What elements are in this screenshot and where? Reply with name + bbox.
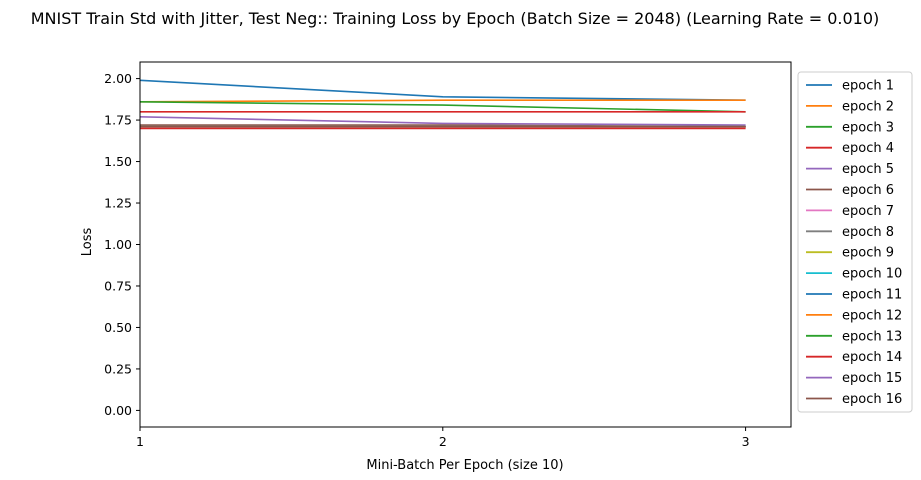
legend-label: epoch 8 xyxy=(842,225,894,240)
legend-label: epoch 1 xyxy=(842,79,894,94)
y-tick-label: 0.50 xyxy=(104,320,132,335)
x-tick-label: 2 xyxy=(439,434,447,449)
series-line-5 xyxy=(139,116,746,126)
y-tick-label: 0.00 xyxy=(104,403,132,418)
legend-label: epoch 7 xyxy=(842,204,894,219)
legend-label: epoch 15 xyxy=(842,371,902,386)
y-tick-label: 1.00 xyxy=(104,237,132,252)
legend-label: epoch 14 xyxy=(842,350,902,365)
x-tick-label: 1 xyxy=(136,434,144,449)
legend-label: epoch 9 xyxy=(842,246,894,261)
series-line-2 xyxy=(139,99,746,103)
legend-label: epoch 12 xyxy=(842,308,902,323)
legend-label: epoch 11 xyxy=(842,288,902,303)
legend-label: epoch 4 xyxy=(842,141,894,156)
y-tick-label: 0.25 xyxy=(104,361,132,376)
series-line-3 xyxy=(139,101,746,113)
legend-label: epoch 5 xyxy=(842,162,894,177)
legend-label: epoch 13 xyxy=(842,329,902,344)
series-line-1 xyxy=(139,79,746,101)
legend-label: epoch 2 xyxy=(842,99,894,114)
legend-box xyxy=(797,71,913,413)
y-tick-label: 0.75 xyxy=(104,278,132,293)
legend: epoch 1 epoch 2 epoch 3 epoch 4 epoch 5 epoch… xyxy=(797,71,913,413)
y-tick-label: 1.75 xyxy=(104,113,132,128)
x-axis-label: Mini-Batch Per Epoch (size 10) xyxy=(366,458,563,473)
y-tick-label: 2.00 xyxy=(104,71,132,86)
x-tick-label: 3 xyxy=(742,434,750,449)
y-tick-label: 1.50 xyxy=(104,154,132,169)
legend-label: epoch 16 xyxy=(842,392,902,407)
axes-frame xyxy=(139,61,792,428)
legend-label: epoch 3 xyxy=(842,120,894,135)
legend-label: epoch 10 xyxy=(842,267,902,282)
plot-area: 1 2 3 0.00 0.25 0.50 0.75 1.00 1.25 1.50 1.75 2.00 xyxy=(104,61,792,449)
y-axis-label: Loss xyxy=(80,228,95,257)
legend-label: epoch 6 xyxy=(842,183,894,198)
y-tick-label: 1.25 xyxy=(104,196,132,211)
chart-title: MNIST Train Std with Jitter, Test Neg:: … xyxy=(31,9,880,28)
